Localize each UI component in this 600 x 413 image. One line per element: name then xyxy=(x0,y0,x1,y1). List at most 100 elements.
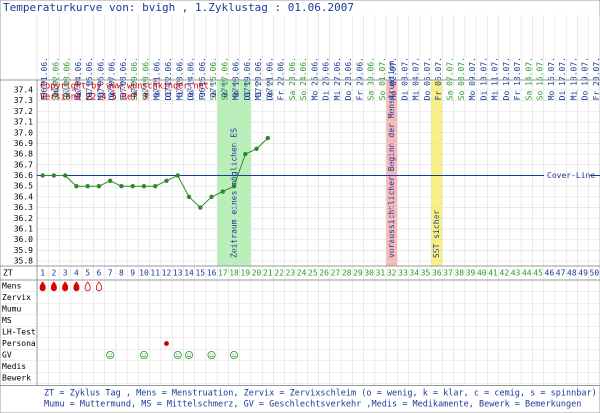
temperature-point xyxy=(209,194,214,200)
temperature-point xyxy=(175,173,180,178)
date-label: Fr 08.06. xyxy=(119,57,128,100)
time-label: 07⁰⁰ xyxy=(141,78,150,97)
time-label: 07⁰⁰ xyxy=(63,78,72,97)
y-tick-label: 36.2 xyxy=(14,214,33,223)
cycle-day: 20 xyxy=(252,269,262,278)
date-label: Mi 20.06. xyxy=(254,57,263,100)
time-label: 06⁴⁵ xyxy=(51,78,60,97)
date-label: Do 05.07. xyxy=(423,57,432,100)
version: Version4 22.4.5 Ref 3 xyxy=(40,93,147,103)
date-label: Do 14.06. xyxy=(187,57,196,100)
date-label: Di 19.06. xyxy=(243,57,252,100)
cover-line-label: Cover-Line xyxy=(547,171,595,180)
cycle-day: 49 xyxy=(578,269,588,278)
copyright: Copyright by www.wunschkinder.net xyxy=(40,82,209,92)
date-label: Fr 15.06. xyxy=(198,57,207,100)
gv-smiley xyxy=(173,350,182,359)
cycle-day: 30 xyxy=(364,269,374,278)
cycle-day: 50 xyxy=(590,269,600,278)
y-tick-label: 35.8 xyxy=(14,257,33,266)
date-label: So 10.06. xyxy=(141,57,150,100)
cycle-day: 43 xyxy=(511,269,521,278)
date-label: Di 26.06. xyxy=(322,57,331,100)
temperature-point xyxy=(153,183,158,189)
date-label: Mo 02.07. xyxy=(389,57,398,100)
cycle-day: 29 xyxy=(353,269,363,278)
cycle-day: 9 xyxy=(130,269,135,278)
date-label: Sa 23.06. xyxy=(288,57,297,100)
time-label: 07⁰⁰ xyxy=(74,78,83,97)
row-label: MS xyxy=(2,316,12,325)
smiley-mouth xyxy=(175,355,180,358)
row-label: GV xyxy=(2,351,12,360)
date-label: Fr 29.06. xyxy=(355,57,364,100)
mens-drop xyxy=(84,281,91,292)
gv-smiley xyxy=(139,350,148,359)
date-label: Mi 11.07. xyxy=(491,57,500,100)
temperature-point xyxy=(141,183,147,189)
cycle-day: 22 xyxy=(274,269,284,278)
date-label: Fr 22.06. xyxy=(277,57,286,100)
cycle-day: 16 xyxy=(207,269,217,278)
date-label: Mo 04.06. xyxy=(74,57,83,100)
cycle-day: 25 xyxy=(308,269,318,278)
time-label: 07⁰⁰ xyxy=(119,78,128,97)
date-label: Mi 13.06. xyxy=(175,57,184,100)
date-label: Sa 02.06. xyxy=(51,57,60,100)
cycle-day: 12 xyxy=(162,269,172,278)
cycle-day: 44 xyxy=(522,269,532,278)
cycle-day: 39 xyxy=(466,269,476,278)
band xyxy=(431,80,443,266)
time-label: 07⁰⁰ xyxy=(209,78,218,97)
cycle-day: 7 xyxy=(108,269,113,278)
cycle-day: 48 xyxy=(567,269,577,278)
date-label: Sa 30.06. xyxy=(367,57,376,100)
temperature-point xyxy=(231,183,237,189)
date-label: Do 28.06. xyxy=(344,57,353,100)
persona-dot xyxy=(164,341,169,346)
mens-drop xyxy=(39,281,46,292)
cycle-day: 36 xyxy=(432,269,442,278)
date-label: So 03.06. xyxy=(63,57,72,100)
y-tick-label: 37.3 xyxy=(14,96,33,105)
date-label: Mi 18.07. xyxy=(569,57,578,100)
date-label: So 08.07. xyxy=(457,57,466,100)
footer: ZT = Zyklus Tag , Mens = Menstruation, Z… xyxy=(44,389,597,399)
smiley-face xyxy=(106,350,115,359)
mens-drop xyxy=(62,281,69,292)
y-tick-label: 37.1 xyxy=(14,118,33,127)
smiley-eye xyxy=(144,353,146,355)
temperature-point xyxy=(107,178,113,184)
cycle-day: 46 xyxy=(545,269,555,278)
temperature-point xyxy=(265,135,271,141)
cycle-day: 3 xyxy=(63,269,68,278)
chart-title: Temperaturkurve von: bvigh , 1.Zyklustag… xyxy=(3,1,354,14)
temperature-point xyxy=(198,205,203,210)
smiley-mouth xyxy=(209,355,214,358)
date-label: So 01.07. xyxy=(378,57,387,100)
temperature-point xyxy=(130,183,135,189)
temperature-point xyxy=(220,189,225,194)
smiley-face xyxy=(185,350,194,359)
temperature-point xyxy=(74,183,79,189)
date-label: Do 07.06. xyxy=(108,57,117,100)
time-label: 07⁰⁰ xyxy=(254,78,263,97)
cycle-day: 35 xyxy=(421,269,431,278)
zt-label: ZT xyxy=(3,269,13,278)
y-tick-label: 37.2 xyxy=(14,107,33,116)
cycle-day: 47 xyxy=(556,269,566,278)
cycle-day: 28 xyxy=(342,269,352,278)
smiley-eye xyxy=(212,353,214,355)
mens-drop xyxy=(73,281,80,292)
cycle-day: 24 xyxy=(297,269,307,278)
temperature-point xyxy=(164,178,169,184)
row-label: Mens xyxy=(2,282,21,291)
cycle-day: 41 xyxy=(488,269,498,278)
cycle-day: 45 xyxy=(533,269,543,278)
smiley-eye xyxy=(110,353,112,355)
date-label: Do 12.07. xyxy=(502,57,511,100)
date-label: Mo 16.07. xyxy=(547,57,556,100)
smiley-eye xyxy=(234,353,236,355)
